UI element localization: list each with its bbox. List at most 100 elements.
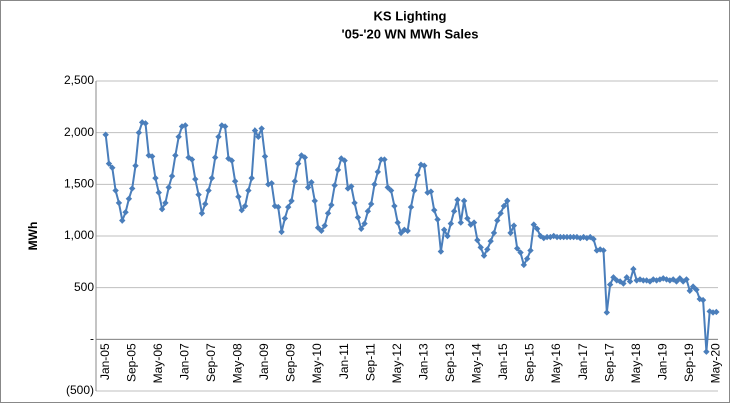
marker <box>587 233 594 241</box>
marker <box>404 227 411 235</box>
marker <box>593 247 601 254</box>
marker <box>275 203 282 211</box>
marker <box>348 183 355 190</box>
marker <box>361 220 368 227</box>
marker <box>600 247 607 254</box>
marker <box>557 233 564 241</box>
marker <box>381 156 388 163</box>
marker <box>231 178 239 185</box>
marker <box>467 221 474 228</box>
marker <box>198 210 206 217</box>
marker <box>152 174 159 182</box>
marker <box>603 309 611 316</box>
chart-title: KS Lighting <box>374 8 447 23</box>
marker <box>205 187 212 194</box>
marker <box>358 225 365 232</box>
marker <box>437 248 445 255</box>
marker <box>175 133 182 140</box>
marker <box>563 233 571 241</box>
marker <box>693 286 700 293</box>
marker <box>630 265 637 273</box>
marker <box>477 244 484 251</box>
x-tick-label: May-14 <box>470 343 484 383</box>
marker <box>660 275 667 282</box>
marker <box>706 308 713 315</box>
x-tick-label: May-06 <box>151 343 165 383</box>
marker <box>308 179 315 186</box>
marker <box>650 276 657 283</box>
marker <box>354 214 362 221</box>
marker <box>238 206 245 214</box>
marker <box>341 157 348 164</box>
x-tick-label: Jan-09 <box>257 343 271 380</box>
x-tick-label: Sep-05 <box>124 343 138 382</box>
marker <box>245 187 252 194</box>
marker <box>268 180 275 187</box>
marker <box>474 236 481 244</box>
marker <box>188 156 196 163</box>
marker <box>537 232 544 240</box>
marker <box>610 274 617 281</box>
chart-subtitle: '05-'20 WN MWh Sales <box>342 26 479 41</box>
marker <box>547 233 554 241</box>
marker <box>328 201 335 209</box>
marker <box>122 209 129 216</box>
marker <box>105 160 113 167</box>
marker <box>304 184 312 191</box>
marker <box>683 276 690 283</box>
marker <box>374 168 382 176</box>
marker <box>281 215 289 222</box>
marker <box>391 202 398 210</box>
marker <box>138 119 146 126</box>
marker <box>673 278 680 285</box>
marker <box>514 245 521 252</box>
marker <box>699 296 707 304</box>
marker <box>125 195 133 202</box>
marker <box>192 175 199 183</box>
marker <box>560 233 567 241</box>
marker <box>301 154 308 161</box>
marker <box>666 277 674 284</box>
marker <box>331 182 338 189</box>
marker <box>590 235 597 243</box>
marker <box>606 281 614 288</box>
marker <box>377 156 385 163</box>
marker <box>484 246 491 253</box>
marker <box>384 184 391 191</box>
y-tick-label: 1,000 <box>64 228 94 242</box>
x-tick-label: Jan-05 <box>98 343 112 380</box>
marker <box>494 217 501 224</box>
y-tick-label: 500 <box>74 280 94 294</box>
marker <box>135 129 143 136</box>
marker <box>527 247 534 254</box>
marker <box>447 220 455 227</box>
marker <box>288 197 295 205</box>
marker <box>543 233 551 241</box>
marker <box>367 200 375 208</box>
marker <box>444 232 451 240</box>
x-tick-label: Sep-07 <box>204 343 218 382</box>
marker <box>397 229 405 237</box>
marker <box>490 229 498 237</box>
marker <box>182 122 189 129</box>
x-tick-label: May-20 <box>709 343 723 383</box>
marker <box>318 227 325 235</box>
marker <box>311 197 318 205</box>
marker <box>294 160 302 167</box>
marker <box>148 153 156 160</box>
marker <box>115 199 123 207</box>
marker <box>314 224 322 231</box>
x-tick-label: Jan-13 <box>416 343 430 380</box>
marker <box>112 187 119 194</box>
marker <box>623 274 630 281</box>
marker <box>202 200 209 208</box>
marker <box>387 187 395 194</box>
x-tick-label: May-10 <box>310 343 324 383</box>
y-tick-label: - <box>90 332 94 346</box>
marker <box>460 197 468 205</box>
marker <box>291 178 299 185</box>
marker <box>235 193 242 200</box>
y-tick-label: 2,500 <box>64 73 94 87</box>
marker <box>504 197 511 205</box>
